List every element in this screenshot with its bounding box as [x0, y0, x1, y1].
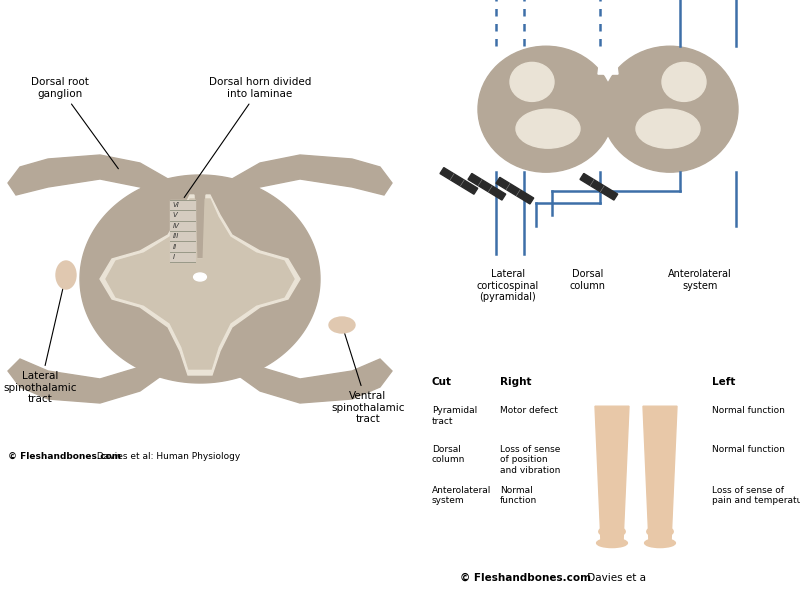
Text: V: V	[172, 212, 177, 218]
Text: © Fleshandbones.com: © Fleshandbones.com	[460, 572, 591, 583]
Text: Pyramidal
tract: Pyramidal tract	[432, 406, 478, 425]
Text: II: II	[172, 244, 177, 250]
FancyBboxPatch shape	[170, 200, 195, 262]
Polygon shape	[106, 199, 294, 369]
Polygon shape	[232, 155, 392, 195]
Ellipse shape	[645, 538, 675, 548]
Text: Motor defect: Motor defect	[500, 406, 558, 415]
Text: Anterolateral
system: Anterolateral system	[668, 269, 732, 291]
Text: Loss of sense of
pain and temperature: Loss of sense of pain and temperature	[712, 486, 800, 505]
Ellipse shape	[56, 261, 76, 289]
Ellipse shape	[602, 46, 738, 172]
Polygon shape	[8, 155, 168, 195]
Text: III: III	[172, 233, 178, 239]
Ellipse shape	[636, 109, 700, 148]
Polygon shape	[496, 178, 534, 204]
Text: Loss of sense
of position
and vibration: Loss of sense of position and vibration	[500, 445, 560, 475]
Polygon shape	[232, 359, 392, 403]
Ellipse shape	[646, 526, 674, 538]
Text: Left: Left	[712, 377, 735, 386]
Text: Normal function: Normal function	[712, 445, 785, 454]
Polygon shape	[468, 173, 506, 200]
Polygon shape	[643, 406, 677, 543]
Text: Right: Right	[500, 377, 531, 386]
Ellipse shape	[510, 62, 554, 101]
Text: Lateral
spinothalamic
tract: Lateral spinothalamic tract	[3, 278, 77, 404]
Polygon shape	[80, 175, 320, 383]
Ellipse shape	[478, 46, 614, 172]
Ellipse shape	[662, 62, 706, 101]
Text: Dorsal horn divided
into laminae: Dorsal horn divided into laminae	[184, 77, 311, 197]
Text: Dorsal root
ganglion: Dorsal root ganglion	[31, 77, 118, 169]
Ellipse shape	[194, 273, 206, 281]
Text: © Fleshandbones.com: © Fleshandbones.com	[8, 452, 121, 461]
Polygon shape	[8, 359, 168, 403]
Ellipse shape	[598, 526, 626, 538]
Text: Lateral
corticospinal
(pyramidal): Lateral corticospinal (pyramidal)	[477, 269, 539, 302]
Text: Dorsal
column: Dorsal column	[570, 269, 606, 291]
Polygon shape	[580, 173, 618, 200]
Text: Ventral
spinothalamic
tract: Ventral spinothalamic tract	[331, 328, 405, 424]
Polygon shape	[100, 195, 300, 375]
Text: VI: VI	[172, 202, 179, 208]
Text: Davies et a: Davies et a	[584, 572, 646, 583]
Text: Normal
function: Normal function	[500, 486, 538, 505]
Text: I: I	[172, 254, 174, 260]
Polygon shape	[595, 406, 629, 543]
Text: Dorsal
column: Dorsal column	[432, 445, 466, 464]
Ellipse shape	[329, 317, 355, 333]
Polygon shape	[598, 41, 618, 74]
Ellipse shape	[516, 109, 580, 148]
Text: Cut: Cut	[432, 377, 452, 386]
Text: Davies et al: Human Physiology: Davies et al: Human Physiology	[94, 452, 240, 461]
Text: Anterolateral
system: Anterolateral system	[432, 486, 491, 505]
Polygon shape	[440, 167, 478, 194]
Ellipse shape	[597, 538, 627, 548]
Text: Normal function: Normal function	[712, 406, 785, 415]
Text: IV: IV	[172, 223, 179, 229]
